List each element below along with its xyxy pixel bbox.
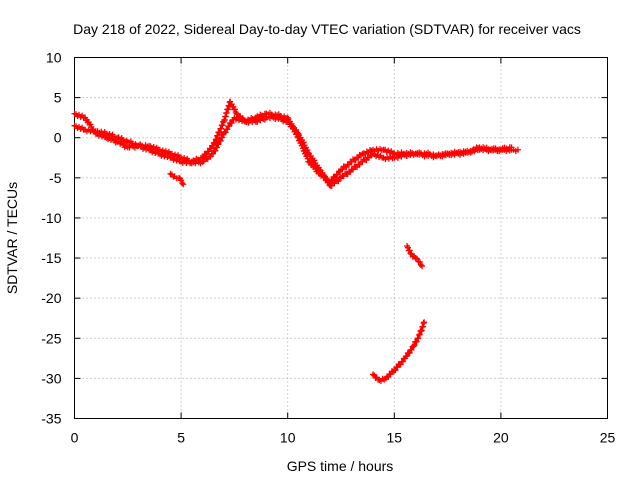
data-point [416, 259, 423, 266]
y-tick-label: -15 [41, 250, 61, 266]
data-point [219, 122, 226, 129]
data-point [217, 137, 224, 144]
data-point [335, 178, 342, 185]
data-point [356, 161, 363, 168]
data-point [231, 106, 238, 113]
data-point [219, 134, 226, 141]
data-point [415, 335, 422, 342]
series-segment-3 [369, 319, 428, 384]
y-tick-label: 0 [54, 130, 62, 146]
data-point [300, 139, 307, 146]
y-tick-label: -30 [41, 370, 61, 386]
data-point [421, 319, 428, 326]
data-point [215, 141, 222, 148]
data-point [407, 250, 414, 257]
y-tick-label: -5 [49, 170, 62, 186]
x-tick-label: 25 [600, 430, 616, 446]
data-point [514, 146, 521, 153]
y-tick-label: -10 [41, 210, 61, 226]
data-point [345, 161, 352, 168]
data-point [222, 129, 229, 136]
data-point [180, 181, 187, 188]
data-point [178, 177, 185, 184]
data-point [212, 147, 219, 154]
data-point [399, 358, 406, 365]
y-tick-label: -20 [41, 290, 61, 306]
x-tick-label: 5 [177, 430, 185, 446]
data-point [226, 123, 233, 130]
tick-layer [74, 57, 608, 419]
y-tick-label: 5 [54, 90, 62, 106]
series-band-a [71, 98, 521, 185]
data-point [408, 346, 415, 353]
data-marks-layer [71, 98, 521, 384]
y-axis-label: SDTVAR / TECUs [4, 182, 20, 294]
data-point [406, 349, 413, 356]
data-point [321, 172, 328, 179]
data-point [207, 153, 214, 160]
plot-frame [74, 57, 608, 419]
data-point [305, 149, 312, 156]
data-point [311, 157, 318, 164]
data-point [508, 144, 515, 151]
data-point [413, 338, 420, 345]
data-point [411, 342, 418, 349]
data-point [410, 343, 417, 350]
data-point [403, 353, 410, 360]
series-segment-1 [167, 170, 187, 188]
data-point [406, 247, 413, 254]
x-tick-label: 20 [493, 430, 509, 446]
y-tick-label: 10 [46, 50, 62, 66]
data-point [325, 179, 332, 186]
x-tick-label: 15 [387, 430, 403, 446]
data-point [228, 120, 235, 127]
series-band-b [71, 110, 515, 189]
data-point [210, 142, 217, 149]
y-tick-label: -35 [41, 411, 61, 427]
x-axis-label: GPS time / hours [287, 458, 394, 474]
x-tick-label: 10 [280, 430, 296, 446]
x-tick-label: 0 [71, 430, 79, 446]
data-point [214, 132, 221, 139]
data-point [306, 158, 313, 165]
data-point [224, 126, 231, 133]
data-point [369, 371, 376, 378]
data-point [419, 263, 426, 270]
data-point [87, 121, 94, 128]
series-segment-2 [404, 243, 426, 270]
data-point [218, 125, 225, 132]
data-point [304, 147, 311, 154]
data-point [233, 110, 240, 117]
grid-layer [74, 57, 608, 419]
tick-label-layer: 0 5 10 15 20 25 -35 -30 -25 -20 -15 -10 -5 0 5 10 [41, 50, 615, 446]
data-point [179, 180, 186, 187]
data-point [417, 261, 424, 268]
y-tick-label: -25 [41, 330, 61, 346]
data-point [316, 166, 323, 173]
data-point [213, 144, 220, 151]
chart-title: Day 218 of 2022, Sidereal Day-to-day VTE… [73, 21, 581, 37]
